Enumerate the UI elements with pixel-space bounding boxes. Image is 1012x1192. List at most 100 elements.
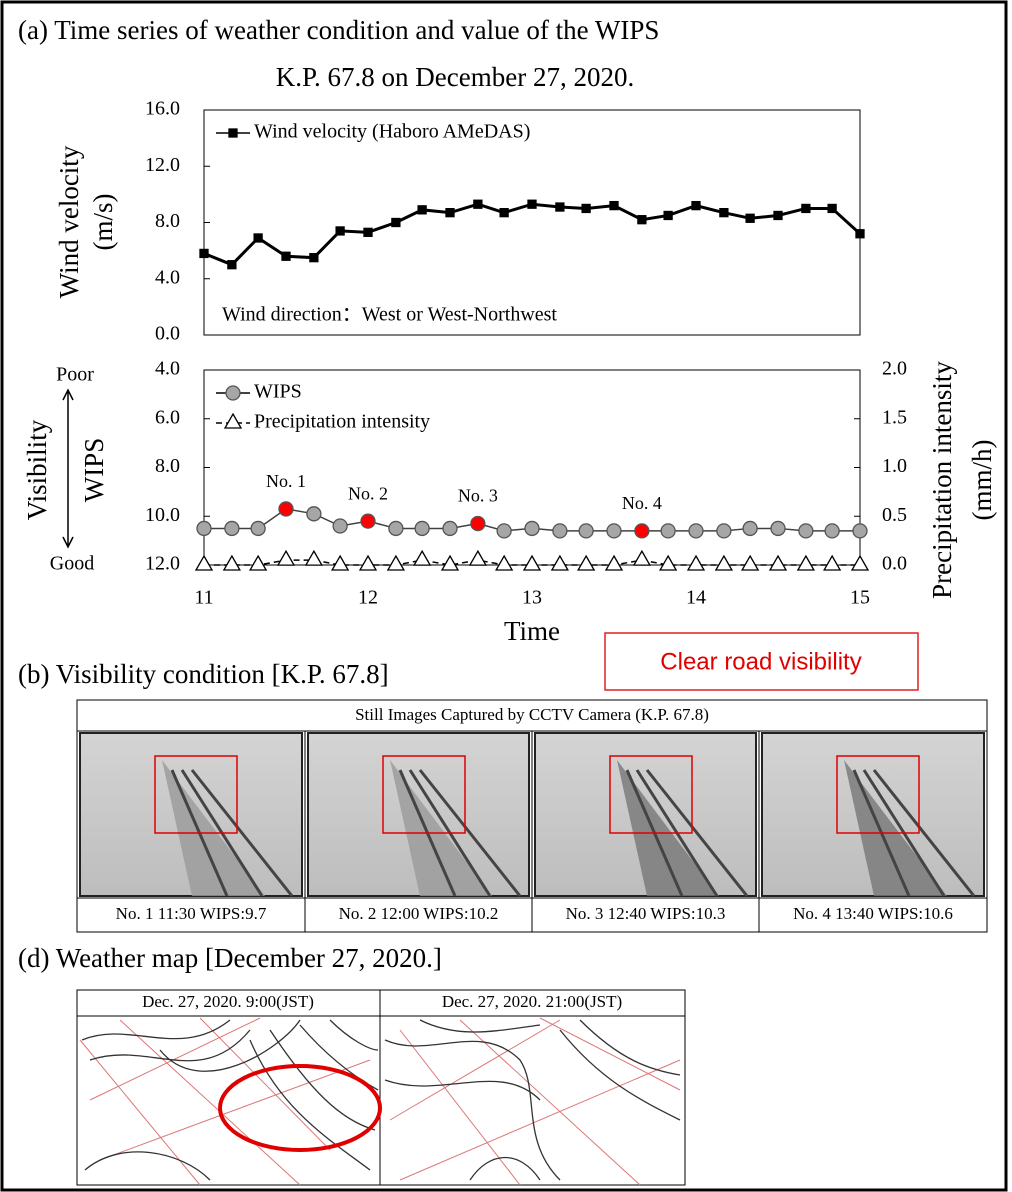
marker (309, 253, 319, 263)
panel-b-title: (b) Visibility condition [K.P. 67.8] (18, 659, 389, 689)
marker (358, 554, 378, 571)
marker (855, 229, 865, 239)
marker (798, 523, 814, 539)
marker (473, 199, 483, 209)
marker (581, 203, 591, 214)
marker (414, 520, 430, 537)
marker (440, 554, 460, 571)
panel-a-title: (a) Time series of weather condition and… (18, 15, 659, 45)
marker (253, 233, 263, 243)
marker (742, 520, 758, 537)
marker (388, 520, 404, 537)
marker (360, 513, 376, 529)
marker (227, 260, 237, 270)
x-tick-label: 15 (850, 587, 870, 609)
marker (224, 520, 240, 537)
marker (248, 554, 268, 571)
legend-label: Precipitation intensity (254, 411, 430, 433)
y-axis-label: (m/s) (88, 194, 118, 251)
marker (606, 523, 622, 539)
y-axis-label: WIPS (79, 438, 109, 503)
y2-tick-label: 2.0 (882, 358, 907, 380)
marker (199, 248, 209, 259)
x-tick-label: 11 (194, 587, 213, 609)
y2-tick-label: 1.5 (882, 406, 907, 428)
marker (686, 554, 706, 571)
marker (578, 523, 594, 539)
marker (522, 554, 542, 571)
callout: Clear road visibility (660, 648, 861, 675)
marker (852, 523, 868, 539)
marker (827, 203, 837, 214)
marker (824, 523, 840, 539)
focus-box (836, 755, 920, 834)
marker (306, 506, 322, 522)
marker (719, 208, 729, 218)
arrow (62, 388, 74, 549)
marker (304, 549, 324, 566)
marker (822, 554, 842, 571)
annotation: Wind direction：West or West-Northwest (222, 304, 557, 326)
marker (688, 523, 704, 539)
marker (468, 549, 488, 566)
marker (496, 523, 512, 539)
focus-box (609, 755, 693, 834)
map-title: Dec. 27, 2020. 9:00(JST) (142, 992, 314, 1011)
y-tick-label: 8.0 (155, 455, 180, 477)
marker (281, 251, 291, 261)
marker (332, 518, 348, 534)
marker (714, 554, 734, 571)
marker (278, 501, 294, 517)
marker (412, 549, 432, 566)
marker (609, 200, 619, 211)
point-label: No. 1 (266, 471, 306, 491)
weather-maps: Dec. 27, 2020. 9:00(JST) Dec. 27, 2020. … (76, 989, 686, 1186)
marker (770, 520, 786, 537)
marker (658, 554, 678, 571)
marker (632, 549, 652, 566)
map-grid (79, 1017, 681, 1186)
marker (552, 523, 568, 539)
marker (499, 208, 509, 218)
x-axis-label: Time (504, 616, 560, 646)
y-tick-label: 6.0 (155, 406, 180, 428)
y-axis-top: Poor (56, 364, 94, 386)
y-tick-label: 16.0 (145, 98, 180, 120)
marker (391, 217, 401, 228)
marker (442, 520, 458, 537)
marker (555, 202, 565, 212)
image-caption: No. 2 12:00 WIPS:10.2 (339, 904, 499, 923)
panel-a-subtitle: K.P. 67.8 on December 27, 2020. (276, 62, 634, 92)
callout-box (604, 632, 919, 691)
marker (445, 208, 455, 218)
camera-images: No. 1 11:30 WIPS:9.7 No. 2 12:00 WIPS:10.… (79, 731, 985, 932)
marker (524, 520, 540, 537)
focus-box (382, 755, 466, 834)
legend-marker (228, 128, 238, 138)
x-tick-label: 13 (522, 587, 542, 609)
marker (768, 554, 788, 571)
y-tick-label: 4.0 (155, 266, 180, 288)
marker (691, 200, 701, 211)
marker (663, 210, 673, 221)
marker (740, 554, 760, 571)
y-tick-label: 0.0 (155, 323, 180, 345)
road (617, 760, 719, 896)
marker (196, 520, 212, 537)
map-frame (76, 989, 686, 1186)
point-label: No. 2 (348, 483, 388, 503)
legend-label: WIPS (254, 381, 302, 403)
marker (634, 523, 650, 539)
x-tick-label: 12 (358, 587, 378, 609)
marker (637, 215, 647, 225)
marker (470, 515, 486, 532)
road (390, 760, 492, 896)
marker (194, 554, 214, 571)
y-axis-bottom: Good (50, 553, 94, 575)
marker (330, 554, 350, 571)
y2-tick-label: 0.5 (882, 504, 907, 526)
marker (604, 554, 624, 571)
point-label: No. 4 (622, 493, 662, 513)
marker (527, 199, 537, 209)
